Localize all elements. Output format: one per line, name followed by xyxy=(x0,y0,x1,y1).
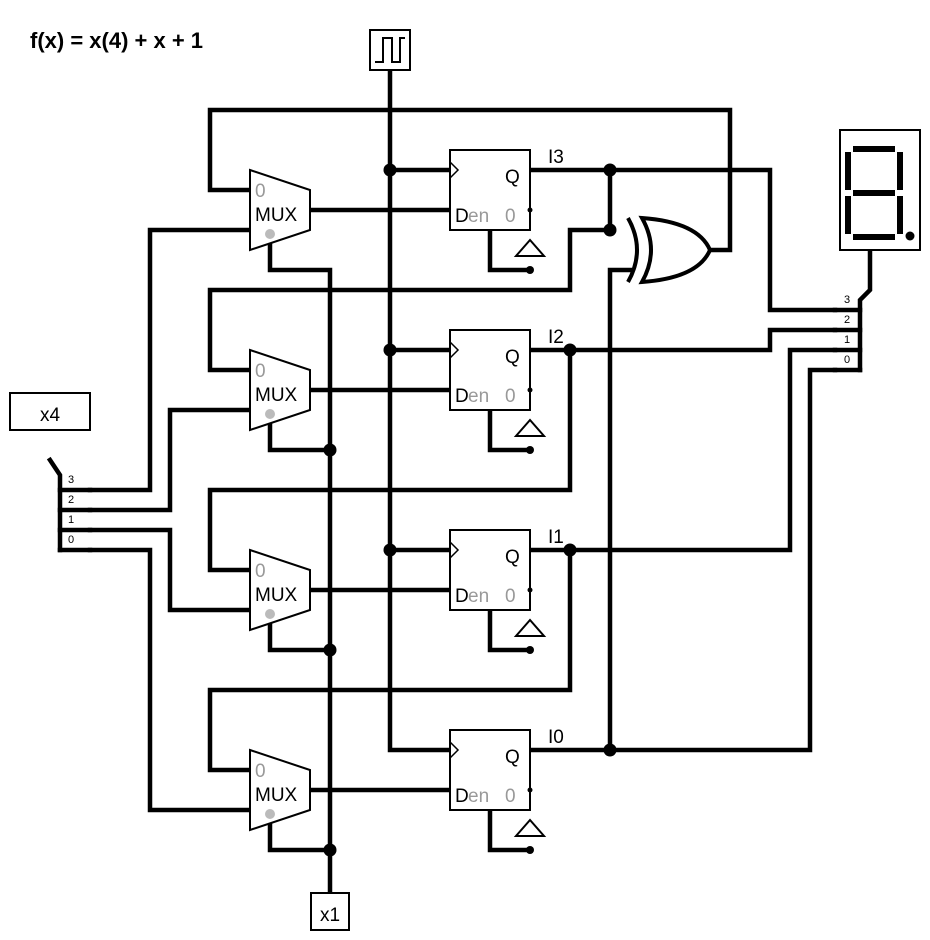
svg-text:1: 1 xyxy=(68,514,74,526)
svg-text:0: 0 xyxy=(255,561,266,582)
xor-gate-icon[interactable] xyxy=(626,215,713,285)
ground-icon xyxy=(513,818,547,837)
svg-text:2: 2 xyxy=(844,314,850,326)
flipflop-i0[interactable]: Q D en 0 I0 xyxy=(449,727,564,837)
wire-junctions xyxy=(323,163,617,857)
wires xyxy=(46,69,873,895)
svg-text:0: 0 xyxy=(505,386,516,407)
svg-text:1: 1 xyxy=(844,334,850,346)
flipflop-i1[interactable]: Q D en 0 I1 xyxy=(449,527,564,637)
flipflop-i2-name: I2 xyxy=(548,327,564,348)
flipflop-i2[interactable]: Q D en 0 I2 xyxy=(449,327,564,437)
svg-text:Q: Q xyxy=(505,547,520,568)
svg-text:en: en xyxy=(468,386,489,407)
svg-text:2: 2 xyxy=(68,494,74,506)
svg-text:D: D xyxy=(455,586,469,607)
svg-text:0: 0 xyxy=(505,786,516,807)
svg-text:D: D xyxy=(455,386,469,407)
svg-text:en: en xyxy=(468,786,489,807)
svg-text:0: 0 xyxy=(505,206,516,227)
svg-text:0: 0 xyxy=(844,354,850,366)
mux-3[interactable]: 0 MUX xyxy=(249,168,311,252)
flipflop-i3[interactable]: Q D en 0 I3 xyxy=(449,147,564,257)
x4-splitter: 3 2 1 0 xyxy=(68,474,92,552)
svg-text:MUX: MUX xyxy=(255,585,298,606)
svg-text:3: 3 xyxy=(68,474,74,486)
ground-icon xyxy=(513,418,547,437)
svg-text:Q: Q xyxy=(505,167,520,188)
svg-text:D: D xyxy=(455,206,469,227)
svg-text:0: 0 xyxy=(505,586,516,607)
x4-input[interactable]: x4 xyxy=(9,392,91,431)
svg-text:en: en xyxy=(468,586,489,607)
flipflop-i1-name: I1 xyxy=(548,527,564,548)
clock-input[interactable] xyxy=(369,29,411,71)
svg-text:Q: Q xyxy=(505,347,520,368)
svg-text:MUX: MUX xyxy=(255,785,298,806)
x1-input[interactable]: x1 xyxy=(310,892,350,931)
seven-segment-display-icon xyxy=(839,129,921,251)
square-wave-icon xyxy=(375,37,405,63)
svg-text:3: 3 xyxy=(844,294,850,306)
svg-text:MUX: MUX xyxy=(255,385,298,406)
formula-title: f(x) = x(4) + x + 1 xyxy=(30,28,203,53)
svg-text:Q: Q xyxy=(505,747,520,768)
svg-text:0: 0 xyxy=(255,361,266,382)
svg-text:0: 0 xyxy=(255,181,266,202)
svg-text:0: 0 xyxy=(255,761,266,782)
flipflop-i3-name: I3 xyxy=(548,147,564,168)
svg-text:MUX: MUX xyxy=(255,205,298,226)
x1-label: x1 xyxy=(320,905,340,926)
flipflop-i0-name: I0 xyxy=(548,727,564,748)
x4-label: x4 xyxy=(40,405,61,426)
svg-text:0: 0 xyxy=(68,534,74,546)
mux-0[interactable]: 0 MUX xyxy=(249,748,311,832)
svg-text:en: en xyxy=(468,206,489,227)
display-splitter: 3 2 1 0 xyxy=(833,294,850,372)
ground-icon xyxy=(513,238,547,257)
svg-text:D: D xyxy=(455,786,469,807)
ground-icon xyxy=(513,618,547,637)
mux-1[interactable]: 0 MUX xyxy=(249,548,311,632)
mux-2[interactable]: 0 MUX xyxy=(249,348,311,432)
